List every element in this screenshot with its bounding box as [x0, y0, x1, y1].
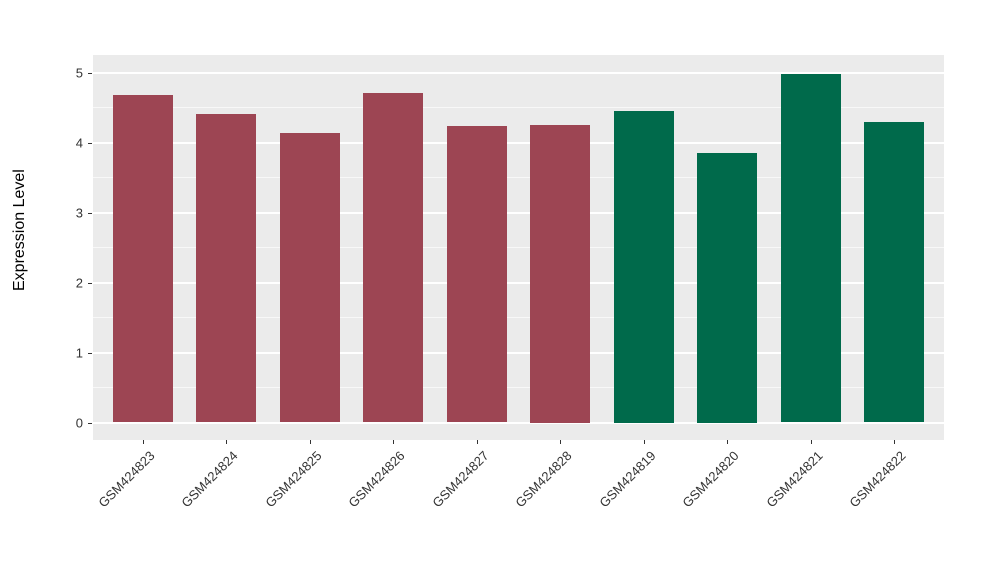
- y-tick-label: 1: [75, 345, 83, 360]
- x-tick-mark: [143, 440, 145, 444]
- y-tick-mark: [88, 72, 92, 74]
- gridline-major: [93, 141, 944, 144]
- gridline-major: [93, 421, 944, 424]
- x-tick-mark: [393, 440, 395, 444]
- gridline-minor: [93, 247, 944, 248]
- y-tick-label: 4: [75, 135, 83, 150]
- gridline-major: [93, 281, 944, 284]
- y-tick-label: 3: [75, 205, 83, 220]
- x-tick-mark: [560, 440, 562, 444]
- gridline-major: [93, 71, 944, 74]
- y-tick-mark: [88, 422, 92, 424]
- x-tick-mark: [893, 440, 895, 444]
- y-tick-label: 0: [75, 415, 83, 430]
- plot-panel: [93, 55, 944, 440]
- bar-GSM424825: [279, 132, 340, 423]
- y-tick-mark: [88, 212, 92, 214]
- x-tick-mark: [727, 440, 729, 444]
- bar-GSM424826: [363, 92, 424, 423]
- bar-GSM424823: [113, 94, 174, 423]
- bar-GSM424824: [196, 113, 257, 423]
- y-tick-label: 2: [75, 275, 83, 290]
- bar-GSM424828: [530, 125, 591, 423]
- gridline-minor: [93, 107, 944, 108]
- x-tick-mark: [309, 440, 311, 444]
- y-tick-mark: [88, 352, 92, 354]
- bar-GSM424820: [697, 153, 758, 423]
- y-axis-title: Expression Level: [11, 169, 28, 291]
- y-tick-label: 5: [75, 65, 83, 80]
- gridline-major: [93, 351, 944, 354]
- bar-GSM424821: [780, 73, 841, 423]
- gridline-minor: [93, 317, 944, 318]
- gridline-major: [93, 211, 944, 214]
- x-tick-label-GSM424822: GSM424822: [846, 448, 909, 511]
- x-tick-mark: [476, 440, 478, 444]
- bar-GSM424827: [446, 126, 507, 423]
- gridline-minor: [93, 177, 944, 178]
- x-tick-mark: [643, 440, 645, 444]
- x-tick-mark: [810, 440, 812, 444]
- gridline-minor: [93, 387, 944, 388]
- y-tick-mark: [88, 282, 92, 284]
- y-tick-mark: [88, 142, 92, 144]
- bar-GSM424822: [863, 122, 924, 423]
- x-tick-mark: [226, 440, 228, 444]
- bar-GSM424819: [613, 111, 674, 423]
